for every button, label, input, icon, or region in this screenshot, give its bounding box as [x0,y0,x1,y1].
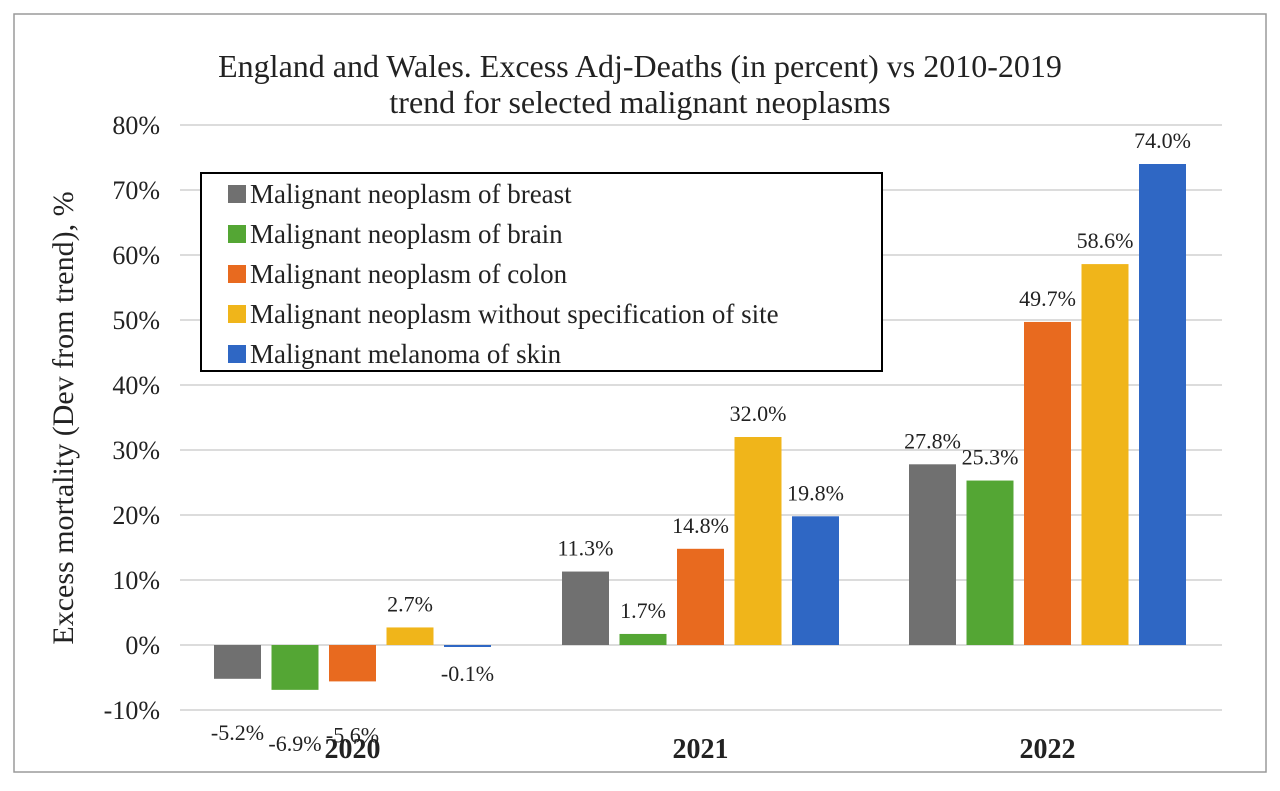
data-label: -6.9% [268,731,321,756]
legend-label: Malignant melanoma of skin [250,339,562,369]
legend-swatch [228,225,246,243]
chart-title-line-2: trend for selected malignant neoplasms [389,84,890,120]
axes: 80% 70% 60% 50% 40% 30% 20% 10% 0% -10% 2020 2021 20… [104,111,1076,765]
bar [562,571,609,645]
data-label: -0.1% [441,661,494,686]
data-label: -5.6% [326,722,379,747]
chart-title-line-1: England and Wales. Excess Adj-Deaths (in… [218,48,1062,84]
bar [329,645,376,682]
data-label: 27.8% [904,428,961,453]
y-tick-label: 20% [112,501,160,530]
legend-swatch [228,305,246,323]
legend-swatch [228,185,246,203]
data-label: 19.8% [787,480,844,505]
legend-box [200,172,883,372]
y-tick-label: 80% [112,111,160,140]
legend: Malignant neoplasm of breast Malignant ne… [200,172,883,372]
data-label: 11.3% [557,536,613,561]
bar [1081,264,1129,645]
legend-label: Malignant neoplasm of colon [250,259,568,289]
y-tick-label: 60% [112,241,160,270]
bar [444,645,491,647]
legend-label: Malignant neoplasm of brain [250,219,563,249]
y-tick-label: 40% [112,371,160,400]
bar [734,437,782,645]
legend-label: Malignant neoplasm of breast [250,179,572,209]
data-label: 2.7% [387,591,433,616]
x-category-label: 2020 [325,734,381,765]
bar [792,516,839,645]
y-axis-label: Excess mortality (Dev from trend), % [47,191,80,644]
bar [386,627,434,645]
legend-swatch [228,345,246,363]
bar [909,464,956,645]
bar [677,548,724,645]
bar [619,633,667,645]
chart-border [13,13,1267,773]
data-label: 74.0% [1134,128,1191,153]
bar [1139,164,1186,645]
x-category-label: 2022 [1020,734,1076,765]
data-labels: -5.2% -6.9% -5.6% 2.7% -0.1% 11.3% 1.7% 14.8% 32… [211,128,1191,756]
bar [271,645,319,690]
data-label: 1.7% [620,598,666,623]
y-tick-label: 0% [125,631,160,660]
data-label: 25.3% [962,445,1019,470]
legend-label: Malignant neoplasm without specification… [250,299,779,329]
bars [214,164,1186,690]
data-label: 32.0% [730,401,787,426]
y-tick-label: 30% [112,436,160,465]
y-tick-label: 50% [112,306,160,335]
data-label: 14.8% [672,513,729,538]
bar [214,645,261,679]
legend-swatch [228,265,246,283]
data-label: -5.2% [211,720,264,745]
y-tick-label: -10% [104,696,160,725]
y-tick-label: 70% [112,176,160,205]
x-category-label: 2021 [673,734,729,765]
data-label: 58.6% [1077,228,1134,253]
bar [966,480,1014,645]
bar [1024,321,1071,645]
data-label: 49.7% [1019,286,1076,311]
y-tick-label: 10% [112,566,160,595]
